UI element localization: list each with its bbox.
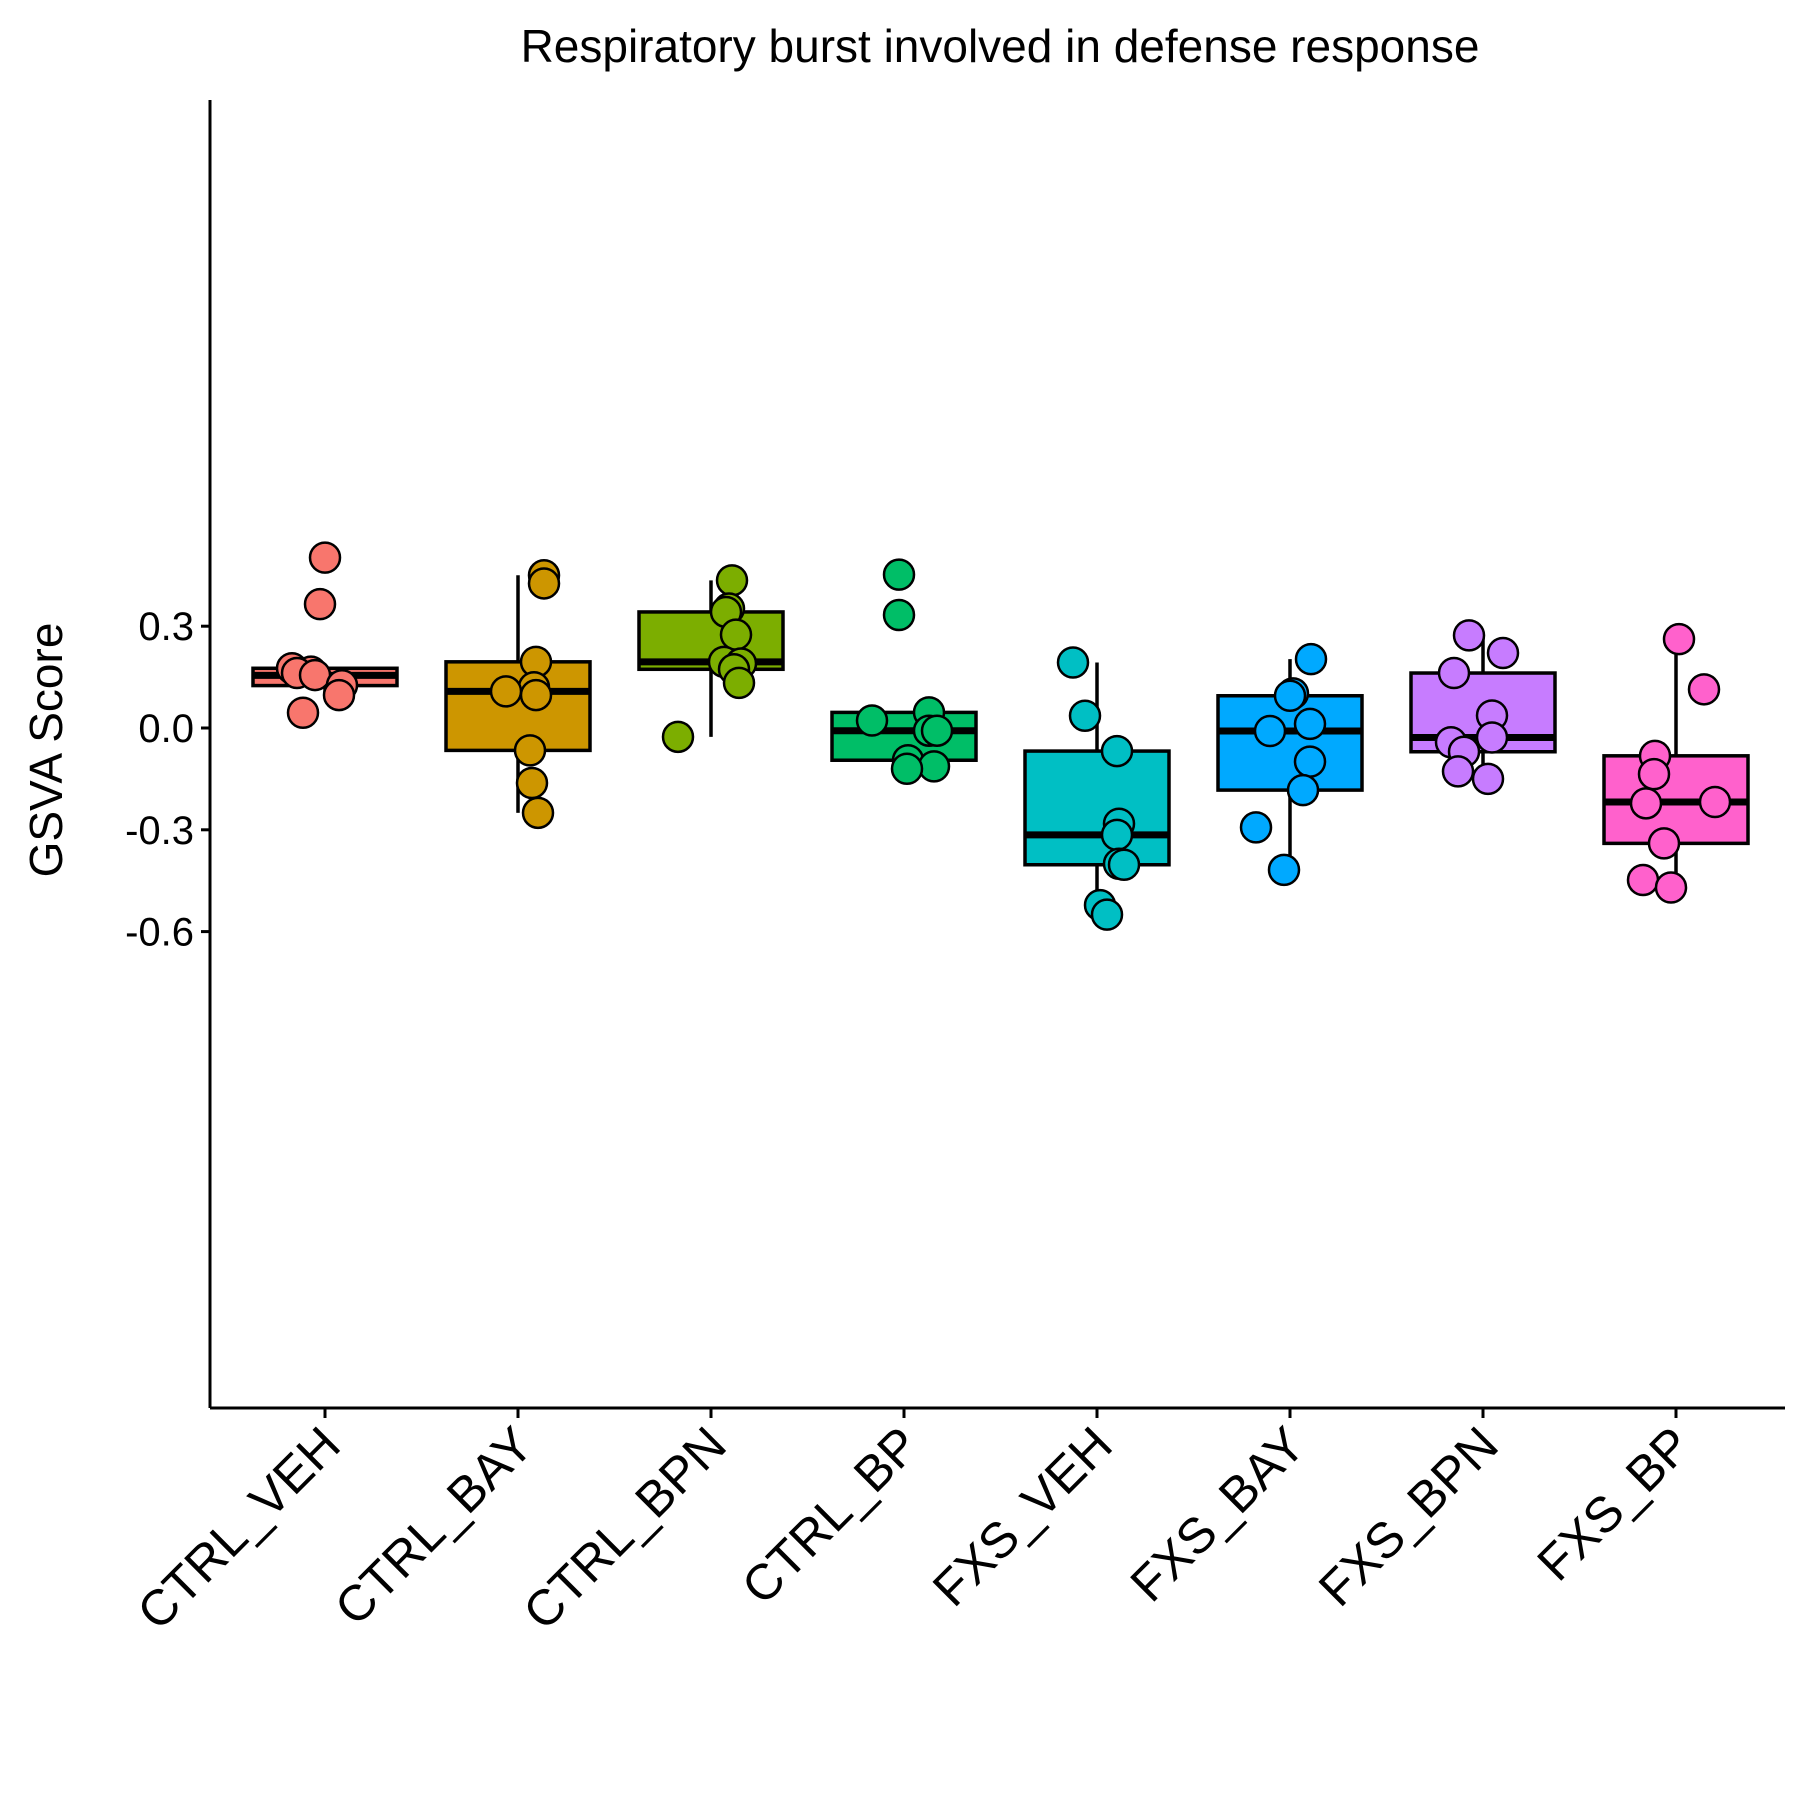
data-point xyxy=(298,658,332,692)
data-point xyxy=(1698,785,1732,819)
box-group-ctrl-bpn xyxy=(637,564,785,754)
data-point xyxy=(920,714,954,747)
data-point xyxy=(513,734,547,767)
data-point xyxy=(1100,818,1134,852)
data-point xyxy=(1273,679,1307,713)
data-point xyxy=(1687,673,1721,706)
data-point xyxy=(1441,755,1475,788)
x-tick-label: CTRL_VEH xyxy=(126,1416,350,1640)
box xyxy=(444,660,592,753)
data-point xyxy=(1471,762,1505,796)
data-point xyxy=(303,587,337,621)
y-tick-label: -0.6 xyxy=(125,911,194,955)
x-tick-label: CTRL_BP xyxy=(731,1416,930,1615)
data-point xyxy=(527,567,561,600)
y-axis-label: GSVA Score xyxy=(20,623,72,878)
data-point xyxy=(489,675,523,708)
data-point xyxy=(1293,707,1327,741)
data-point xyxy=(661,720,695,754)
data-point xyxy=(308,541,342,574)
data-point xyxy=(1107,848,1141,881)
data-point xyxy=(1647,827,1681,860)
box-group-ctrl-veh xyxy=(251,541,399,729)
y-tick-label: 0.0 xyxy=(138,707,194,751)
data-point xyxy=(1486,636,1520,670)
data-point xyxy=(1090,898,1124,931)
box-group-ctrl-bp xyxy=(830,558,978,785)
data-point xyxy=(1056,646,1090,679)
data-point xyxy=(1626,863,1660,897)
data-point xyxy=(855,704,889,737)
data-point xyxy=(890,752,924,785)
data-point xyxy=(722,666,756,700)
data-point xyxy=(1239,811,1273,844)
data-point xyxy=(1267,853,1301,887)
x-tick-label: CTRL_BPN xyxy=(512,1416,736,1640)
box-group-fxs-veh xyxy=(1023,646,1171,931)
data-point xyxy=(1437,656,1471,690)
axes: 0.3 0.0 -0.3 -0.6 CTRL_VEHCTRL_BAYCTRL_BPNCT… xyxy=(125,100,1785,1640)
x-tick-label: CTRL_BAY xyxy=(324,1416,544,1636)
data-point xyxy=(882,598,916,632)
data-point xyxy=(1068,699,1102,733)
data-point xyxy=(1475,721,1509,754)
x-tick-label: FXS_BAY xyxy=(1120,1416,1316,1612)
data-point xyxy=(1629,787,1663,820)
box-group-ctrl-bay xyxy=(444,559,592,830)
box-group-fxs-bpn xyxy=(1409,619,1557,796)
x-tick-label: FXS_BPN xyxy=(1308,1416,1509,1617)
data-point xyxy=(519,678,553,712)
data-point xyxy=(917,750,951,783)
data-point xyxy=(1253,714,1287,748)
data-point xyxy=(1637,757,1671,791)
y-tick-label: 0.3 xyxy=(138,605,194,649)
data-point xyxy=(521,796,555,830)
box xyxy=(1023,749,1171,867)
data-point xyxy=(286,696,320,729)
data-point xyxy=(719,618,753,651)
data-point xyxy=(1293,745,1327,778)
x-tick-label: FXS_VEH xyxy=(922,1416,1123,1617)
data-point xyxy=(1286,773,1320,807)
y-tick-label: -0.3 xyxy=(125,809,194,853)
data-point xyxy=(715,564,749,597)
data-point xyxy=(322,678,356,712)
data-point xyxy=(882,558,916,591)
data-point xyxy=(1662,622,1696,656)
x-tick-label: FXS_BP xyxy=(1527,1416,1702,1591)
data-point xyxy=(1654,871,1688,904)
chart-title: Respiratory burst involved in defense re… xyxy=(521,20,1480,72)
data-point xyxy=(1452,619,1486,652)
plot-area xyxy=(251,541,1750,931)
data-point xyxy=(1100,734,1134,768)
data-point xyxy=(1294,642,1328,676)
data-point xyxy=(515,766,549,800)
box-group-fxs-bp xyxy=(1602,622,1750,904)
box-group-fxs-bay xyxy=(1216,642,1364,887)
